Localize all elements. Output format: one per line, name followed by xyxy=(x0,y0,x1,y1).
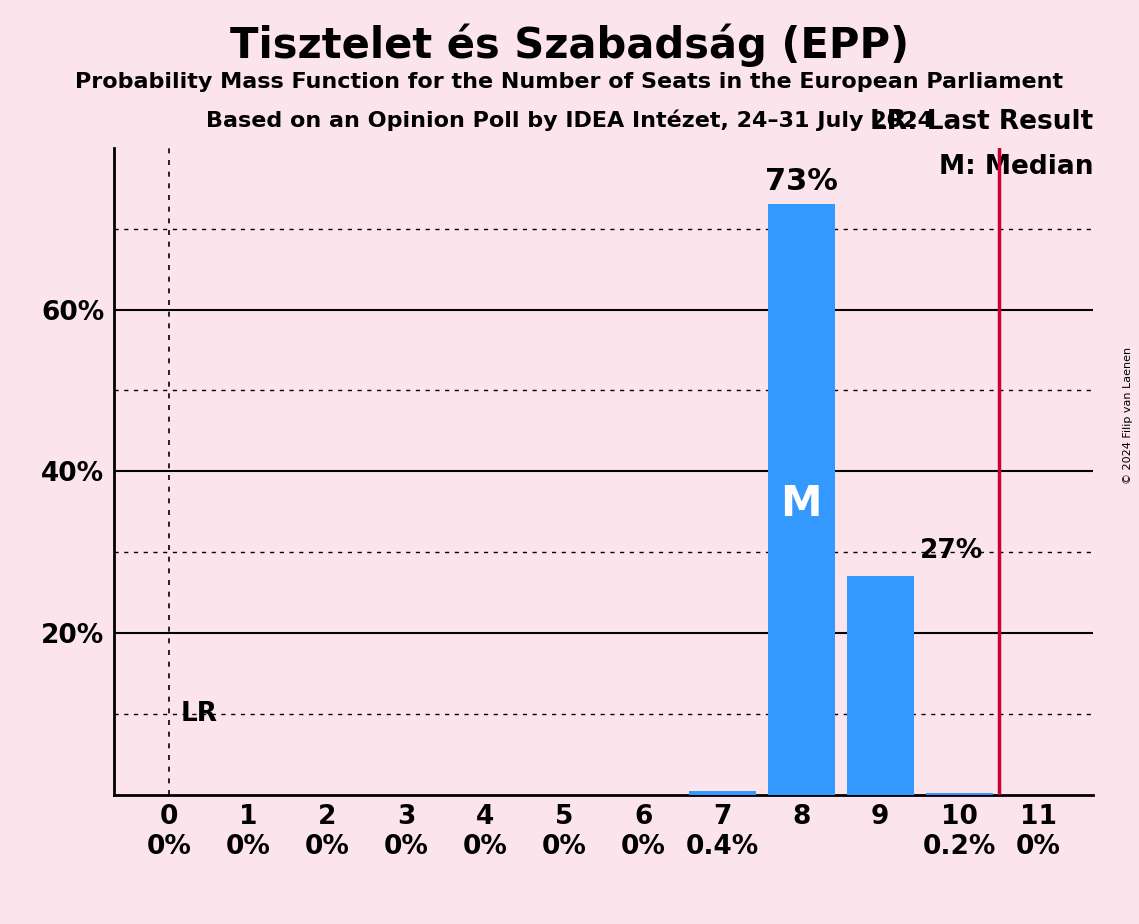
Text: 0%: 0% xyxy=(542,833,587,859)
Text: Probability Mass Function for the Number of Seats in the European Parliament: Probability Mass Function for the Number… xyxy=(75,72,1064,92)
Text: Based on an Opinion Poll by IDEA Intézet, 24–31 July 2024: Based on an Opinion Poll by IDEA Intézet… xyxy=(206,109,933,130)
Text: © 2024 Filip van Laenen: © 2024 Filip van Laenen xyxy=(1123,347,1133,484)
Text: 0.4%: 0.4% xyxy=(686,833,759,859)
Text: 0%: 0% xyxy=(147,833,191,859)
Text: 0.2%: 0.2% xyxy=(923,833,995,859)
Text: 0%: 0% xyxy=(1016,833,1060,859)
Text: 0%: 0% xyxy=(621,833,665,859)
Text: LR: LR xyxy=(181,700,218,727)
Text: 0%: 0% xyxy=(384,833,428,859)
Text: 0%: 0% xyxy=(462,833,508,859)
Text: M: Median: M: Median xyxy=(939,154,1093,180)
Text: Tisztelet és Szabadság (EPP): Tisztelet és Szabadság (EPP) xyxy=(230,23,909,67)
Bar xyxy=(926,793,993,795)
Bar xyxy=(846,577,913,795)
Bar xyxy=(768,204,835,795)
Bar xyxy=(689,791,756,795)
Text: 0%: 0% xyxy=(226,833,271,859)
Text: 27%: 27% xyxy=(919,538,983,565)
Text: 73%: 73% xyxy=(764,167,837,197)
Text: 0%: 0% xyxy=(305,833,350,859)
Text: M: M xyxy=(780,482,822,525)
Text: LR: Last Result: LR: Last Result xyxy=(870,109,1093,135)
